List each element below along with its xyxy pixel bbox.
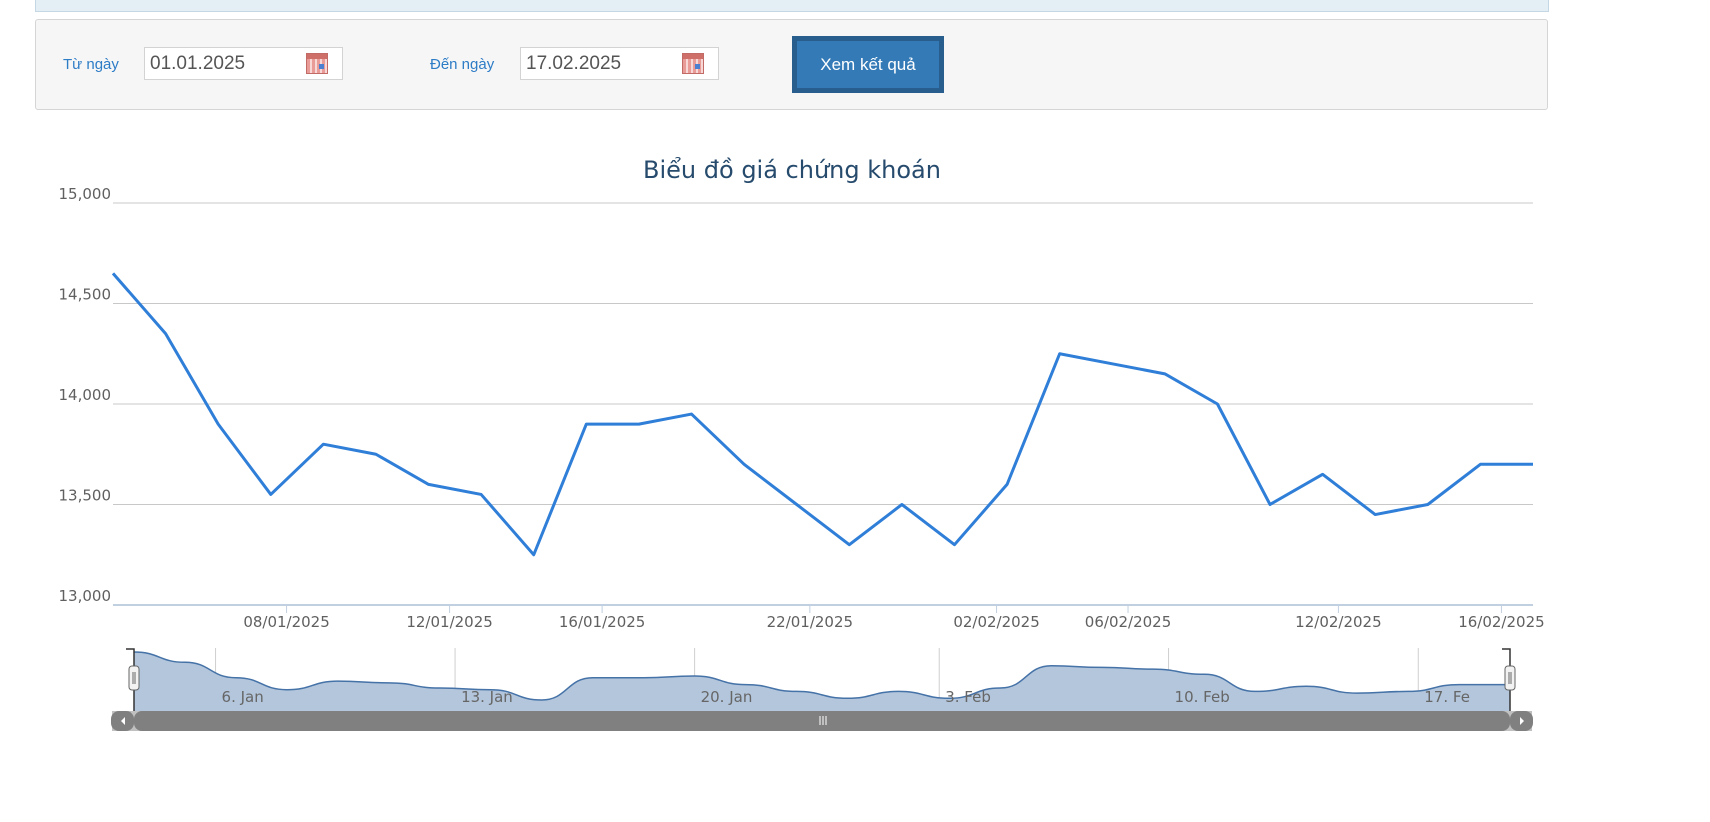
navigator-tick-label: 6. Jan [222, 688, 264, 706]
to-date-value: 17.02.2025 [526, 53, 622, 74]
navigator-tick-label: 3. Feb [945, 688, 991, 706]
y-tick-label: 13,000 [59, 587, 112, 605]
navigator-edge [1502, 648, 1511, 712]
navigator-line [133, 651, 1510, 701]
price-line [111, 272, 1533, 557]
y-tick-label: 14,000 [59, 386, 112, 404]
x-tick-label: 16/01/2025 [559, 613, 645, 631]
arrow-right-icon [1520, 717, 1524, 725]
navigator-edge [126, 648, 135, 712]
date-filter-panel: Từ ngày 01.01.2025 Đến ngày 17.02.2025 X… [35, 19, 1548, 110]
navigator-handle[interactable] [1504, 665, 1516, 691]
view-results-label: Xem kết quả [797, 41, 939, 88]
x-tick-label: 22/01/2025 [767, 613, 853, 631]
x-tick-label: 02/02/2025 [953, 613, 1039, 631]
chart-title: Biểu đồ giá chứng khoán [643, 156, 941, 184]
x-tick-label: 08/01/2025 [243, 613, 329, 631]
x-tick-label: 12/02/2025 [1295, 613, 1381, 631]
navigator-area [134, 652, 1510, 712]
navigator-tick-label: 17. Fe [1424, 688, 1470, 706]
view-results-button[interactable]: Xem kết quả [792, 36, 944, 93]
x-tick-label: 06/02/2025 [1085, 613, 1171, 631]
navigator-handle[interactable] [128, 665, 140, 691]
from-date-input[interactable]: 01.01.2025 [144, 47, 343, 80]
from-date-label: Từ ngày [63, 56, 119, 73]
navigator-tick-label: 20. Jan [701, 688, 753, 706]
arrow-left-icon [121, 717, 125, 725]
to-date-input[interactable]: 17.02.2025 [520, 47, 719, 80]
y-tick-label: 13,500 [59, 487, 112, 505]
scrollbar-thumb[interactable] [134, 711, 1510, 731]
to-date-label: Đến ngày [430, 56, 495, 73]
top-info-bar [35, 0, 1549, 12]
from-date-value: 01.01.2025 [150, 53, 246, 74]
calendar-icon[interactable] [306, 53, 328, 74]
calendar-icon[interactable] [682, 53, 704, 74]
x-tick-label: 12/01/2025 [406, 613, 492, 631]
x-tick-label: 16/02/2025 [1458, 613, 1544, 631]
navigator-tick-label: 10. Feb [1175, 688, 1230, 706]
y-tick-label: 14,500 [59, 286, 112, 304]
navigator-tick-label: 13. Jan [461, 688, 513, 706]
y-tick-label: 15,000 [59, 185, 112, 203]
